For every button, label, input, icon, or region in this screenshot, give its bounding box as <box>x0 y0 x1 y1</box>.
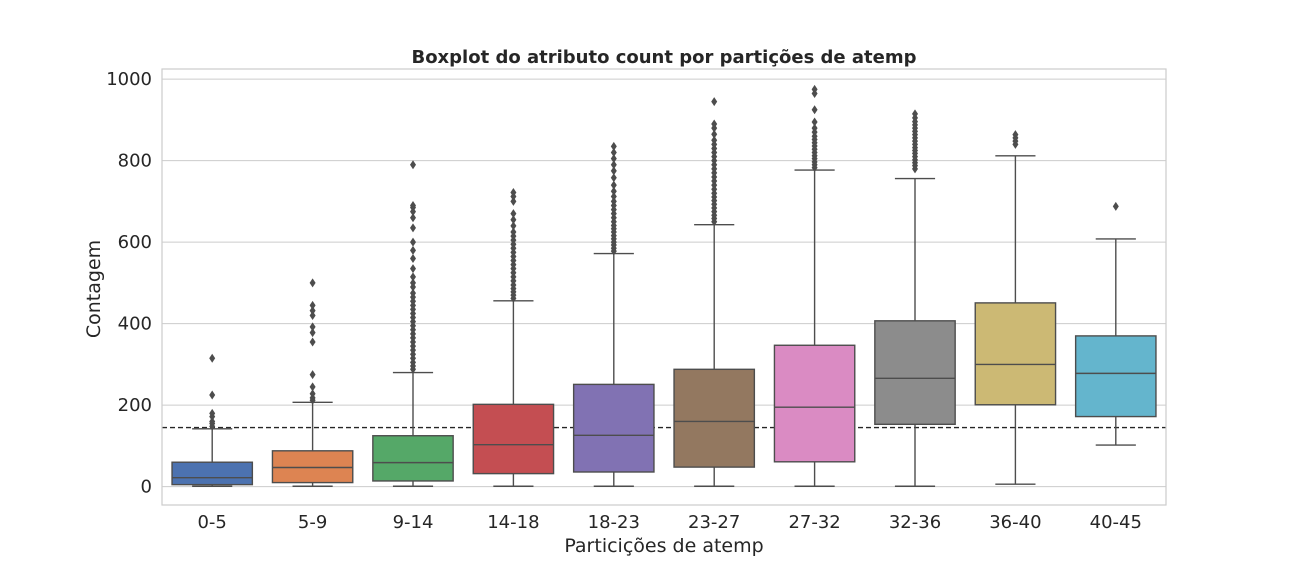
outlier-point <box>610 196 617 206</box>
y-tick-labels: 0 200 400 600 800 1000 <box>106 69 152 497</box>
outlier-point <box>410 245 416 255</box>
outlier-point <box>610 148 617 158</box>
iqr-box <box>271 450 354 484</box>
outlier-point <box>912 109 918 119</box>
y-gridlines <box>162 78 1166 488</box>
y-tick-label: 400 <box>118 314 152 335</box>
x-tick-label: 5-9 <box>298 512 327 533</box>
outlier-point <box>410 201 416 211</box>
y-tick-label: 1000 <box>106 69 152 90</box>
box-9-14 <box>372 160 454 487</box>
x-tick-label: 9-14 <box>393 512 434 533</box>
iqr-box <box>974 302 1057 406</box>
outlier-point <box>711 129 718 139</box>
outlier-point <box>309 311 316 321</box>
y-tick-label: 600 <box>118 232 152 253</box>
outlier-point <box>1012 130 1019 140</box>
x-axis-label: Particições de atemp <box>564 535 763 557</box>
iqr-box <box>572 383 655 473</box>
outlier-point <box>309 278 316 288</box>
outlier-point <box>410 278 416 288</box>
iqr-box <box>1074 335 1157 418</box>
outlier-point <box>610 180 617 190</box>
chart-title: Boxplot do atributo count por partições … <box>411 47 916 68</box>
outlier-point <box>1112 201 1119 211</box>
iqr-box <box>472 403 555 475</box>
box-23-27 <box>673 97 756 487</box>
iqr-box <box>773 344 856 463</box>
outlier-point <box>811 123 818 133</box>
y-tick-label: 0 <box>141 477 152 498</box>
outlier-point <box>209 390 216 400</box>
outlier-point <box>711 119 718 129</box>
iqr-box <box>372 435 454 482</box>
iqr-box <box>171 461 254 486</box>
outlier-point <box>309 337 316 347</box>
outlier-point <box>410 272 416 282</box>
outlier-point <box>410 237 416 247</box>
outlier-point <box>410 253 416 263</box>
outlier-point <box>811 84 818 94</box>
outlier-point <box>309 382 316 392</box>
y-axis-label: Contagem <box>83 240 105 338</box>
outlier-point <box>309 370 316 380</box>
outlier-point <box>309 328 316 338</box>
outlier-point <box>209 408 216 418</box>
x-tick-label: 18-23 <box>588 512 640 533</box>
outlier-point <box>410 160 416 170</box>
outlier-point <box>610 186 617 196</box>
outlier-point <box>610 141 617 151</box>
box-0-5 <box>171 353 254 487</box>
outlier-point <box>711 97 718 107</box>
x-tick-label: 14-18 <box>487 512 539 533</box>
x-tick-label: 36-40 <box>989 512 1041 533</box>
outlier-point <box>410 223 416 233</box>
outlier-point <box>610 160 617 170</box>
x-tick-label: 23-27 <box>688 512 740 533</box>
outlier-point <box>811 117 818 127</box>
box-40-45 <box>1074 201 1157 446</box>
outlier-point <box>309 300 316 310</box>
box-32-36 <box>874 109 956 487</box>
box-36-40 <box>974 130 1057 485</box>
y-tick-label: 800 <box>118 151 152 172</box>
y-tick-label: 200 <box>118 395 152 416</box>
outlier-point <box>309 389 316 399</box>
box-14-18 <box>472 187 555 487</box>
plot-frame <box>161 68 1167 506</box>
x-tick-label: 0-5 <box>197 512 226 533</box>
x-tick-label: 40-45 <box>1090 512 1142 533</box>
outlier-point <box>510 227 517 237</box>
iqr-box <box>673 368 756 468</box>
box-5-9 <box>271 278 354 487</box>
outlier-point <box>410 264 416 274</box>
outlier-point <box>811 105 818 115</box>
iqr-box <box>874 320 956 426</box>
x-tick-labels: 0-5 5-9 9-14 14-18 18-23 23-27 27-32 32-36 36-40… <box>197 512 1141 533</box>
outlier-point <box>410 288 416 298</box>
outlier-point <box>610 166 617 176</box>
box-18-23 <box>572 141 655 487</box>
x-tick-label: 27-32 <box>788 512 840 533</box>
outlier-point <box>610 173 617 183</box>
outlier-point <box>610 192 617 202</box>
x-tick-label: 32-36 <box>889 512 941 533</box>
outlier-point <box>510 196 517 206</box>
outlier-point <box>209 416 216 426</box>
outlier-point <box>510 215 517 225</box>
box-27-32 <box>773 84 856 487</box>
boxes-group <box>171 84 1157 487</box>
outlier-point <box>610 154 617 164</box>
outlier-point <box>510 209 517 219</box>
outlier-point <box>410 213 416 223</box>
outlier-point <box>510 221 517 231</box>
outlier-point <box>711 135 718 145</box>
outlier-point <box>309 322 316 332</box>
outlier-point <box>209 353 216 363</box>
outlier-point <box>309 306 316 316</box>
outlier-point <box>510 187 517 197</box>
